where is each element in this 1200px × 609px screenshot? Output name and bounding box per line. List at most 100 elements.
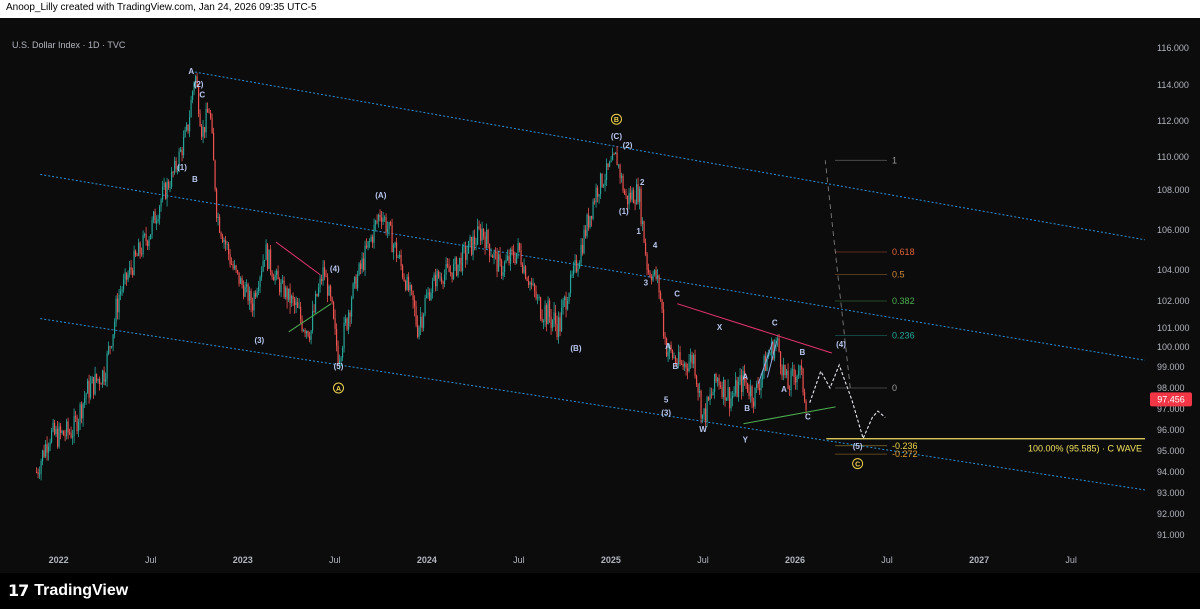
candle-body	[737, 381, 740, 397]
candle-body	[301, 319, 303, 331]
y-tick-label: 104.000	[1157, 265, 1190, 275]
candle-body	[611, 153, 614, 161]
candle-body	[382, 218, 384, 222]
candle-body	[662, 309, 665, 337]
candle-body	[256, 291, 258, 297]
candle-body	[625, 194, 627, 196]
candle-body	[698, 390, 701, 393]
candle-body	[556, 323, 558, 338]
wave-label: (1)	[619, 207, 629, 216]
wave-label: C	[772, 318, 778, 327]
candle-body	[245, 284, 248, 287]
candle-body	[265, 244, 267, 261]
candle-body	[268, 249, 270, 269]
candle-body	[599, 173, 602, 195]
trendline	[677, 303, 832, 354]
candle-body	[320, 278, 323, 282]
candle-body	[773, 345, 776, 359]
candle-body	[460, 257, 462, 271]
candle-body	[805, 401, 807, 411]
candle-body	[740, 375, 743, 392]
candle-body	[746, 382, 749, 392]
candle-body	[490, 255, 492, 257]
candle-body	[151, 220, 153, 235]
candle-body	[469, 236, 471, 242]
candle-body	[511, 249, 513, 252]
candle-body	[755, 383, 758, 388]
candle-body	[683, 363, 686, 367]
candle-body	[337, 346, 339, 365]
candle-body	[785, 370, 788, 375]
candle-body	[479, 228, 482, 241]
footer-bar: 17 TradingView	[0, 573, 1200, 609]
candle-body	[82, 403, 84, 419]
candle-body	[500, 260, 503, 276]
candle-body	[61, 430, 63, 433]
wave-label: (B)	[570, 344, 581, 353]
candle-body	[581, 244, 584, 254]
candle-body	[103, 370, 105, 382]
candle-body	[251, 303, 254, 311]
candle-body	[308, 336, 311, 340]
candle-body	[584, 229, 587, 237]
candle-body	[194, 76, 197, 83]
candle-body	[211, 117, 213, 133]
candle-body	[470, 236, 473, 255]
candle-body	[125, 272, 128, 280]
candle-body	[794, 376, 797, 383]
candle-body	[181, 149, 183, 156]
candle-body	[227, 243, 230, 255]
candle-body	[478, 226, 480, 229]
y-tick-label: 95.000	[1157, 446, 1185, 456]
wave-label: C	[199, 91, 205, 100]
candle-body	[169, 187, 171, 188]
x-tick-label: Jul	[145, 555, 157, 565]
candle-body	[529, 282, 531, 285]
candle-body	[242, 285, 245, 297]
candle-body	[140, 253, 143, 255]
candle-body	[325, 275, 327, 278]
candle-body	[355, 276, 357, 289]
wave-label: B	[744, 404, 750, 413]
candle-body	[205, 108, 207, 133]
tradingview-logo[interactable]: 17 TradingView	[8, 581, 128, 600]
candle-body	[253, 292, 255, 311]
price-chart[interactable]: 91.000 92.000 93.000 94.000 95.000 96.000 97.0…	[0, 18, 1200, 573]
candle-body	[37, 472, 39, 475]
candle-body	[532, 284, 534, 285]
candle-body	[358, 263, 360, 275]
candle-body	[799, 365, 801, 371]
candle-body	[518, 243, 521, 251]
candle-body	[674, 357, 677, 363]
candle-body	[170, 171, 173, 188]
chart-area[interactable]: 91.000 92.000 93.000 94.000 95.000 96.000 97.0…	[0, 18, 1200, 573]
tradingview-logo-icon: 17	[8, 581, 29, 600]
candle-body	[575, 259, 578, 272]
candle-body	[79, 404, 81, 422]
candle-body	[568, 293, 570, 302]
y-tick-label: 114.000	[1157, 80, 1189, 90]
candle-body	[626, 195, 629, 205]
candle-body	[290, 295, 293, 304]
candle-body	[284, 287, 287, 298]
candle-body	[763, 356, 765, 373]
candle-body	[191, 91, 194, 100]
candle-body	[578, 262, 581, 269]
candle-body	[448, 266, 450, 273]
candle-body	[154, 211, 156, 224]
x-tick-label: 2024	[417, 555, 437, 565]
channel-line-middle	[40, 173, 1146, 361]
candle-body	[164, 183, 167, 199]
candle-body	[199, 113, 201, 127]
candle-body	[379, 214, 381, 218]
wave-label: 2	[640, 178, 645, 187]
fib-level-label: 0.236	[892, 331, 915, 341]
candle-body	[281, 280, 284, 283]
candle-body	[298, 306, 300, 308]
candle-body	[364, 245, 366, 271]
candle-body	[646, 254, 648, 270]
candle-body	[616, 152, 618, 166]
candle-body	[163, 183, 165, 188]
candle-body	[244, 286, 246, 297]
candle-body	[554, 312, 557, 324]
